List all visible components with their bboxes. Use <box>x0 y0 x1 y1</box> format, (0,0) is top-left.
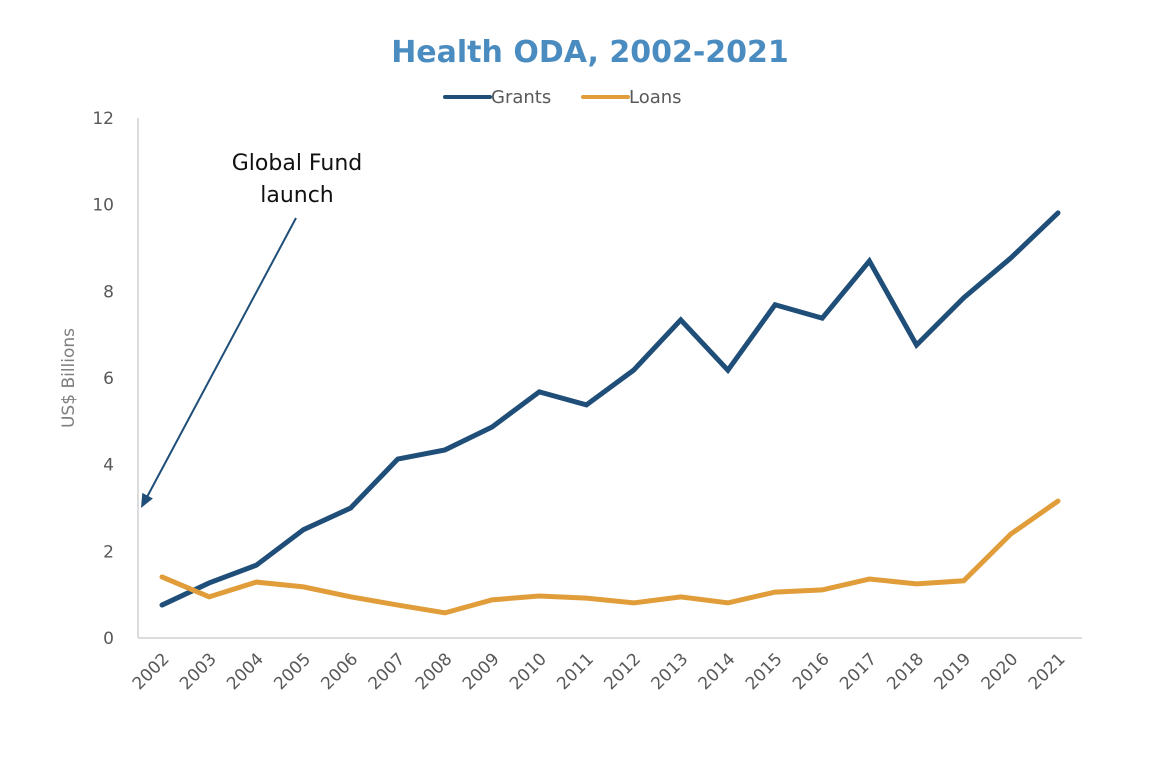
annotation-arrow-line <box>146 217 297 498</box>
x-tick-label: 2016 <box>789 649 834 694</box>
x-tick-label: 2013 <box>648 649 693 694</box>
x-tick-label: 2008 <box>412 649 457 694</box>
annotation-arrowhead-icon <box>141 492 153 508</box>
legend-label-loans: Loans <box>629 87 682 108</box>
x-tick-label: 2015 <box>742 649 787 694</box>
x-tick-label: 2020 <box>978 649 1023 694</box>
series-line-loans <box>159 498 1061 616</box>
y-tick-labels: 0 2 4 6 8 10 12 <box>92 109 114 649</box>
y-tick-label: 6 <box>103 369 114 389</box>
x-tick-label: 2011 <box>553 649 598 694</box>
x-tick-label: 2005 <box>270 649 315 694</box>
x-tick-label: 2021 <box>1025 649 1070 694</box>
x-tick-label: 2010 <box>506 649 551 694</box>
y-tick-label: 4 <box>103 456 114 476</box>
chart-title: Health ODA, 2002-2021 <box>391 35 789 70</box>
legend: Grants Loans <box>443 87 682 108</box>
annotation-global-fund: Global Fund launch <box>141 151 362 508</box>
x-tick-label: 2002 <box>129 649 174 694</box>
y-axis-label: US$ Billions <box>59 328 79 428</box>
x-tick-label: 2009 <box>459 649 504 694</box>
annotation-line-1: Global Fund <box>232 151 362 176</box>
x-tick-label: 2007 <box>365 649 410 694</box>
annotation-line-2: launch <box>260 183 334 208</box>
x-tick-label: 2012 <box>600 649 645 694</box>
series-group <box>159 210 1061 616</box>
y-tick-label: 0 <box>103 629 114 649</box>
y-tick-label: 10 <box>92 196 114 216</box>
y-tick-label: 12 <box>92 109 114 129</box>
legend-label-grants: Grants <box>491 87 551 108</box>
x-tick-label: 2003 <box>176 649 221 694</box>
y-tick-label: 8 <box>103 282 114 302</box>
series-line-grants <box>159 210 1061 608</box>
x-tick-label: 2018 <box>883 649 928 694</box>
x-tick-label: 2004 <box>223 649 268 694</box>
x-tick-labels: 2002 2003 2004 2005 2006 2007 2008 2009 2010 2011… <box>129 649 1070 694</box>
x-tick-label: 2019 <box>930 649 975 694</box>
x-tick-label: 2014 <box>695 649 740 694</box>
x-tick-label: 2017 <box>836 649 881 694</box>
y-tick-label: 2 <box>103 542 114 562</box>
x-tick-label: 2006 <box>317 649 362 694</box>
